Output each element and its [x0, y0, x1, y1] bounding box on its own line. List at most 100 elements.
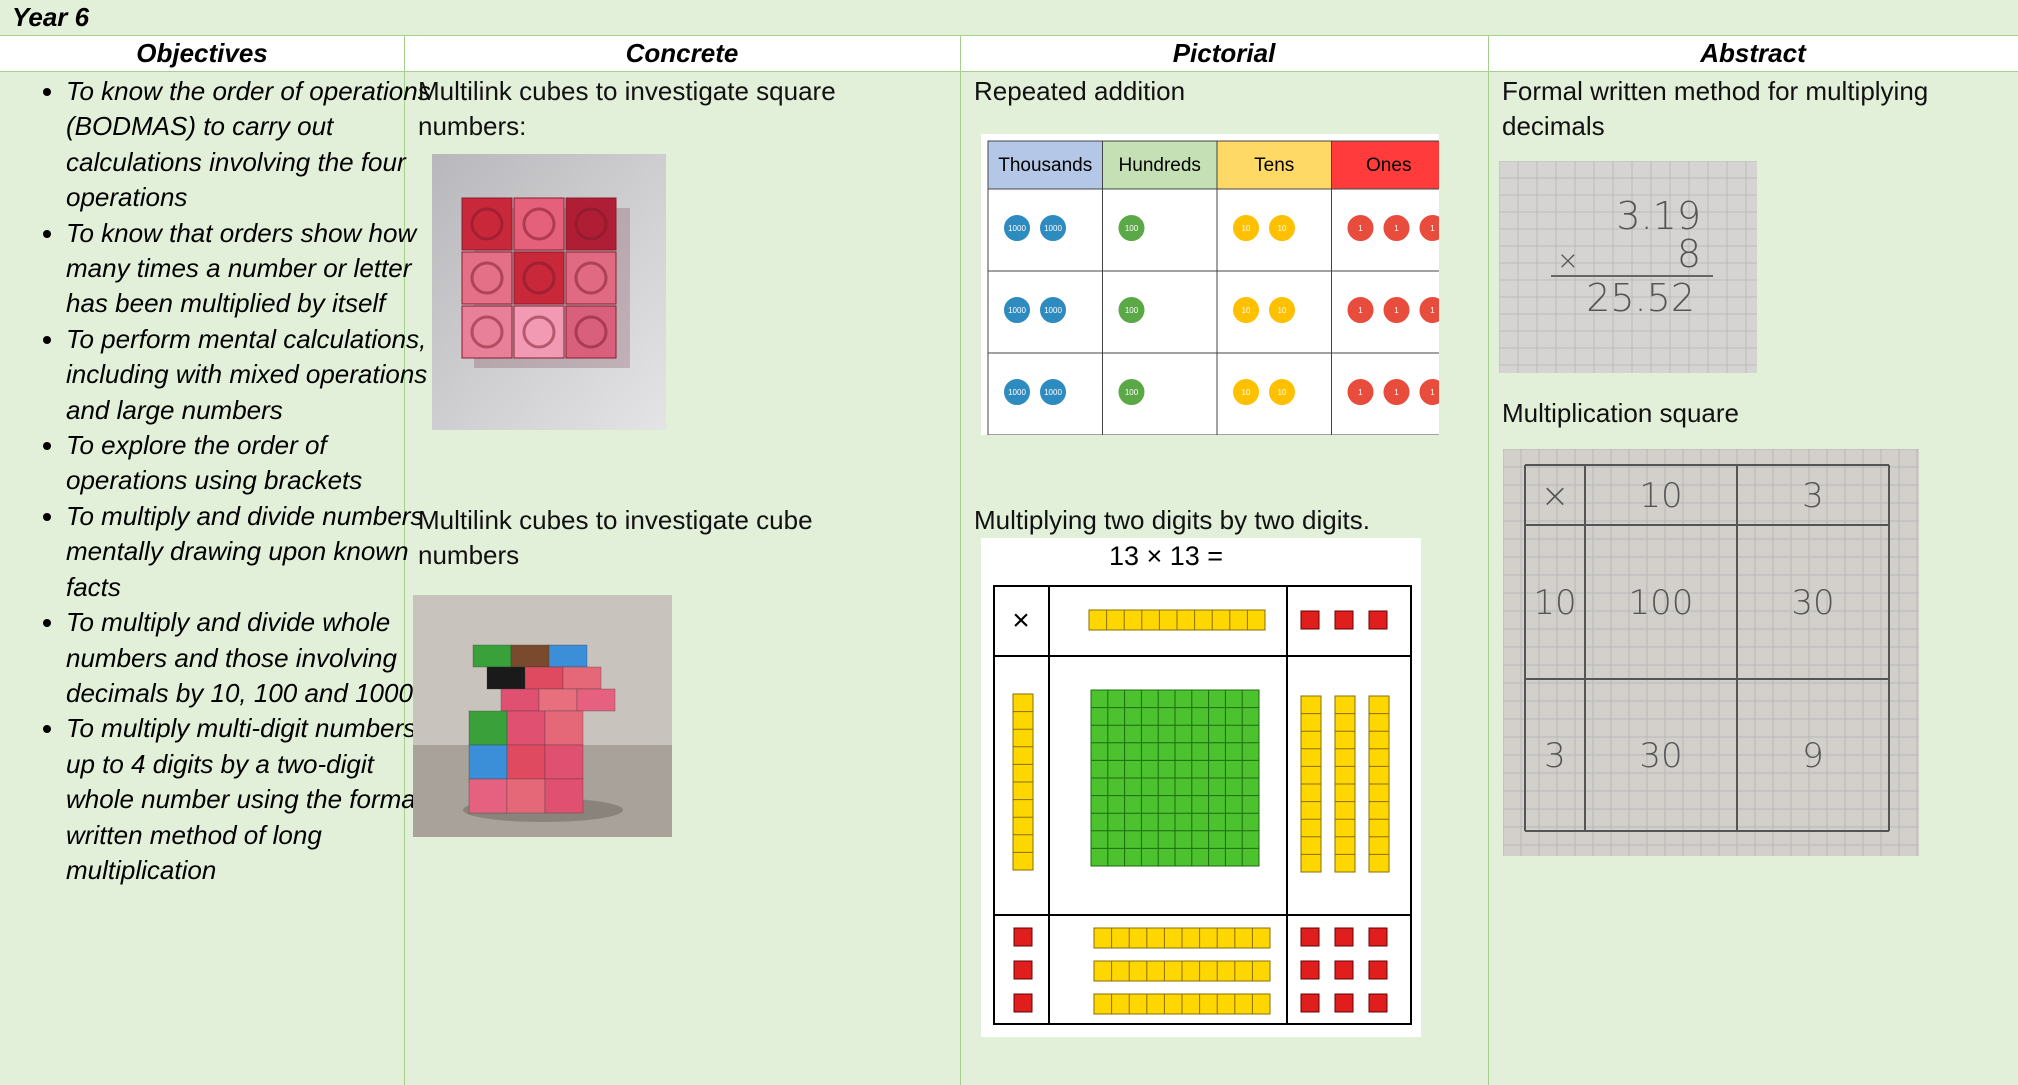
column-header: Abstract — [1700, 38, 1806, 68]
caption: Multiplying two digits by two digits. — [974, 505, 1370, 535]
counter — [1381, 295, 1412, 325]
caption: Multilink cubes to investigate square nu… — [418, 76, 836, 141]
written-method-photo: 3.19 × 825.52 — [1499, 161, 1757, 373]
rule — [404, 35, 405, 1085]
cube — [544, 778, 584, 814]
column-header: Concrete — [625, 38, 739, 68]
frame — [993, 585, 1412, 1025]
handwritten: 100 — [1629, 583, 1694, 623]
unit-cube — [1368, 960, 1388, 980]
cube — [461, 251, 513, 305]
cube-hole — [574, 261, 608, 295]
counter-label: 1000 — [1044, 388, 1062, 397]
objective: To multiply and divide numbers mentally … — [66, 499, 444, 605]
caption: Formal written method for multiplying de… — [1502, 76, 1929, 141]
place-value-table: Thousands 1000 1000 1000 1000 1000 1000 Hundred… — [981, 134, 1439, 435]
objective: To know the order of operations (BODMAS)… — [66, 74, 444, 216]
cube — [565, 197, 617, 251]
objectives-list: To know the order of operations (BODMAS)… — [14, 74, 444, 888]
counter — [1231, 295, 1261, 325]
cube — [544, 710, 584, 746]
counter-label: 1000 — [1044, 306, 1062, 315]
counter-label: 1 — [1358, 306, 1363, 315]
counter — [1417, 377, 1439, 407]
unit-cube — [1300, 960, 1320, 980]
header-cell — [1102, 140, 1218, 190]
counter-label: 1 — [1358, 224, 1363, 233]
area-model: 13 × 13 = × — [981, 538, 1421, 1037]
counter — [1345, 377, 1376, 407]
counter-label: 10 — [1278, 224, 1287, 233]
unit-cube — [1300, 610, 1320, 630]
counter — [1231, 213, 1261, 243]
cube — [486, 666, 526, 690]
cube — [548, 644, 588, 668]
counter — [1345, 213, 1376, 243]
counter-label: 10 — [1278, 388, 1287, 397]
column-header: Pictorial — [1172, 38, 1276, 68]
corner-symbol: × — [1012, 604, 1030, 637]
objective: To multiply and divide whole numbers and… — [66, 605, 444, 711]
counter — [1002, 213, 1032, 243]
counter-label: 10 — [1242, 388, 1251, 397]
objective: To perform mental calculations, includin… — [66, 322, 444, 428]
cube — [461, 305, 513, 359]
counter-label: 1000 — [1044, 224, 1062, 233]
cube — [513, 197, 565, 251]
handwritten: 3.19 — [1616, 194, 1701, 238]
counter-label: 1000 — [1008, 306, 1026, 315]
cube — [506, 778, 546, 814]
cube — [461, 197, 513, 251]
handwritten: 3 — [1802, 476, 1824, 516]
objective: To explore the order of operations using… — [66, 428, 444, 499]
cube-hole — [470, 261, 504, 295]
counter — [1116, 377, 1147, 407]
cube-photo — [413, 595, 672, 837]
cube — [562, 666, 602, 690]
counter — [1417, 213, 1439, 243]
cube — [576, 688, 616, 712]
unit-cube — [1300, 927, 1320, 947]
handwritten: 8 — [1677, 232, 1701, 276]
counter — [1116, 295, 1147, 325]
cube-hole — [522, 315, 556, 349]
handwritten: 3 — [1544, 736, 1566, 776]
counter — [1002, 377, 1032, 407]
unit-cube — [1013, 993, 1033, 1013]
title: Year 6 — [12, 2, 90, 32]
cube — [472, 644, 512, 668]
rule — [960, 35, 961, 1085]
multiplication-square-photo: × 10 3 10 100 30 3 30 9 — [1503, 449, 1919, 856]
unit-cube — [1334, 960, 1354, 980]
handwritten: 25.52 — [1586, 276, 1695, 320]
column-header: Objectives — [136, 38, 268, 68]
handwritten: 30 — [1639, 736, 1682, 776]
counter — [1231, 377, 1261, 407]
counter-label: 1 — [1394, 224, 1399, 233]
cube — [513, 305, 565, 359]
counter-label: 1 — [1430, 388, 1435, 397]
cube — [565, 305, 617, 359]
cube — [513, 251, 565, 305]
counter — [1381, 213, 1412, 243]
counter — [1002, 295, 1032, 325]
cube — [506, 710, 546, 746]
counter-label: 1 — [1394, 306, 1399, 315]
rule — [1488, 35, 1489, 1085]
counter — [1038, 377, 1068, 407]
counter-label: 10 — [1278, 306, 1287, 315]
counter-label: 1000 — [1008, 388, 1026, 397]
counter-label: 1 — [1430, 224, 1435, 233]
cube — [524, 666, 564, 690]
header-label: Ones — [1366, 155, 1411, 176]
counter — [1267, 377, 1297, 407]
counter-label: 1 — [1394, 388, 1399, 397]
square-cubes-photo — [432, 154, 666, 430]
photo-bg — [1499, 161, 1757, 373]
counter — [1267, 295, 1297, 325]
counter-label: 10 — [1242, 224, 1251, 233]
counter-label: 1 — [1430, 306, 1435, 315]
cube — [506, 744, 546, 780]
counter — [1381, 377, 1412, 407]
